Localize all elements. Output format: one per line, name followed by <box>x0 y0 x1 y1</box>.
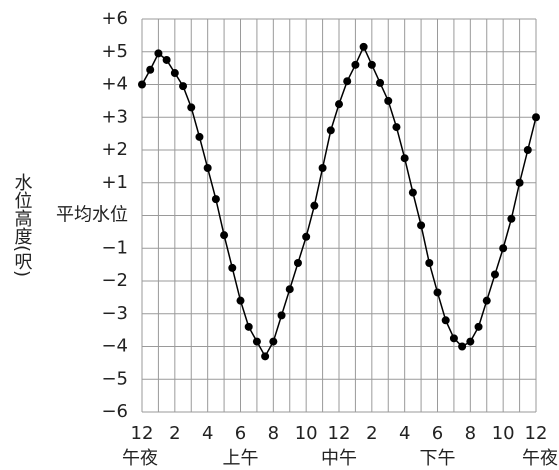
point <box>277 311 286 320</box>
x-tick-label: 8 <box>465 423 476 444</box>
point <box>236 296 245 305</box>
point <box>269 337 278 346</box>
y-tick-label: −3 <box>101 303 128 324</box>
point <box>203 164 212 173</box>
point <box>335 100 343 109</box>
x-tick-label: 6 <box>235 423 246 444</box>
y-tick-label: +4 <box>101 74 128 95</box>
point <box>211 195 220 204</box>
point <box>187 103 196 112</box>
point <box>138 80 146 89</box>
x-tick-label: 2 <box>169 423 180 444</box>
x-sublabel: 中午 <box>321 448 357 469</box>
point <box>400 154 409 163</box>
y-tick-label: +6 <box>101 8 128 29</box>
y-tick-label: +5 <box>101 41 128 62</box>
point <box>220 231 229 240</box>
point <box>367 60 376 69</box>
x-tick-label: 12 <box>328 423 351 444</box>
point <box>417 221 426 230</box>
point <box>244 322 253 331</box>
x-sublabel: 上午 <box>223 448 259 469</box>
y-tick-label: +1 <box>101 172 128 193</box>
y-tick-label: −6 <box>101 401 128 422</box>
point <box>310 201 319 210</box>
point <box>252 337 261 346</box>
y-tick-label: −4 <box>101 336 128 357</box>
point <box>507 214 516 223</box>
point <box>162 55 171 64</box>
point <box>425 258 434 267</box>
x-tick-label: 12 <box>525 423 548 444</box>
point <box>154 49 163 58</box>
y-tick-label: +3 <box>101 106 128 127</box>
x-sublabel: 午夜 <box>522 448 558 469</box>
point <box>441 316 450 325</box>
point <box>343 77 352 86</box>
point <box>146 65 155 74</box>
x-tick-label: 4 <box>202 423 213 444</box>
point <box>408 188 417 197</box>
point <box>384 96 393 105</box>
point <box>302 232 311 241</box>
point <box>499 244 508 253</box>
y-tick-label: −5 <box>101 368 128 389</box>
point <box>523 146 532 154</box>
point <box>449 334 458 343</box>
x-tick-label: 12 <box>131 423 154 444</box>
x-tick-label: 8 <box>268 423 279 444</box>
point <box>392 123 401 132</box>
y-tick-label: −1 <box>101 237 128 258</box>
y-tick-label: +2 <box>101 139 128 160</box>
y-tick-label: −2 <box>101 270 128 291</box>
point <box>170 69 179 78</box>
x-sublabel: 午夜 <box>122 448 158 469</box>
x-tick-label: 10 <box>492 423 515 444</box>
point <box>482 296 491 305</box>
point <box>359 42 368 51</box>
y-axis-label: 水位高度(呎) <box>12 173 33 277</box>
point <box>326 126 335 135</box>
point <box>490 270 499 279</box>
point <box>179 82 188 91</box>
x-sublabel: 下午 <box>420 448 456 469</box>
point <box>261 352 270 361</box>
point <box>458 342 467 351</box>
point <box>228 263 237 272</box>
point <box>318 164 327 173</box>
point <box>474 322 483 331</box>
point <box>532 113 540 122</box>
point <box>466 337 475 346</box>
point <box>293 258 302 267</box>
point <box>285 285 294 294</box>
point <box>515 178 524 187</box>
x-tick-label: 4 <box>399 423 410 444</box>
x-tick-label: 2 <box>366 423 377 444</box>
point <box>195 132 204 141</box>
x-tick-label: 10 <box>295 423 318 444</box>
point <box>433 288 442 297</box>
x-tick-label: 6 <box>432 423 443 444</box>
point <box>351 60 360 69</box>
y-tick-label: 平均水位 <box>56 205 128 226</box>
point <box>376 78 385 87</box>
